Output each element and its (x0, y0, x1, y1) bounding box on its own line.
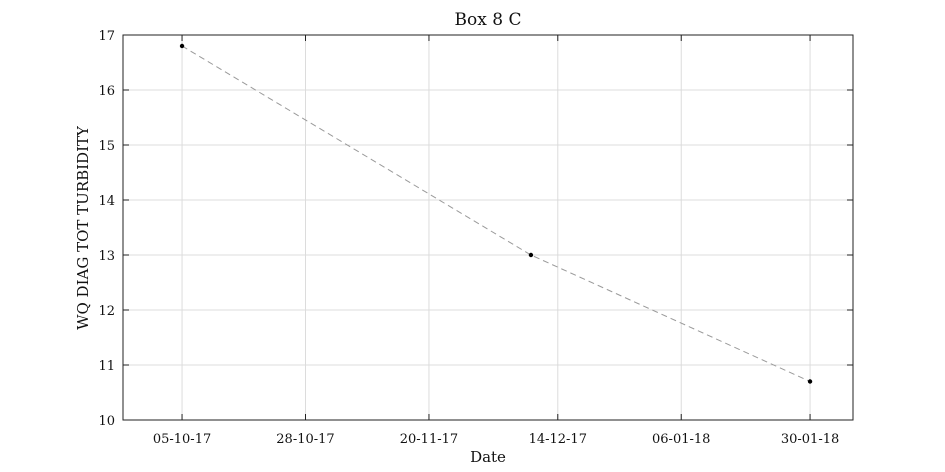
x-axis-label: Date (470, 448, 506, 466)
y-tick-label: 13 (98, 249, 115, 264)
y-tick-label: 12 (98, 304, 115, 319)
series (179, 43, 813, 384)
x-tick-label: 30-01-18 (781, 432, 839, 447)
y-tick-label: 11 (98, 359, 115, 374)
x-tick-label: 14-12-17 (529, 432, 587, 447)
x-tick-label: 28-10-17 (276, 432, 334, 447)
y-tick-label: 15 (98, 139, 115, 154)
grid (123, 34, 853, 421)
data-point (528, 252, 534, 258)
series-line (181, 45, 811, 382)
x-tick-label: 05-10-17 (153, 432, 211, 447)
axis-ticks: 10 11 12 13 14 15 16 17 05-10-17 28-10-17 20-11-17… (98, 29, 853, 447)
y-tick-label: 17 (98, 29, 115, 44)
y-axis-label: WQ DIAG TOT TURBIDITY (74, 125, 92, 330)
y-tick-label: 16 (98, 84, 115, 99)
chart-title: Box 8 C (455, 10, 522, 30)
x-tick-label: 06-01-18 (652, 432, 710, 447)
y-tick-label: 10 (98, 414, 115, 429)
data-point (179, 43, 185, 49)
plot-frame (122, 34, 854, 421)
x-tick-label: 20-11-17 (400, 432, 458, 447)
data-point (807, 379, 813, 384)
y-tick-label: 14 (98, 194, 115, 209)
